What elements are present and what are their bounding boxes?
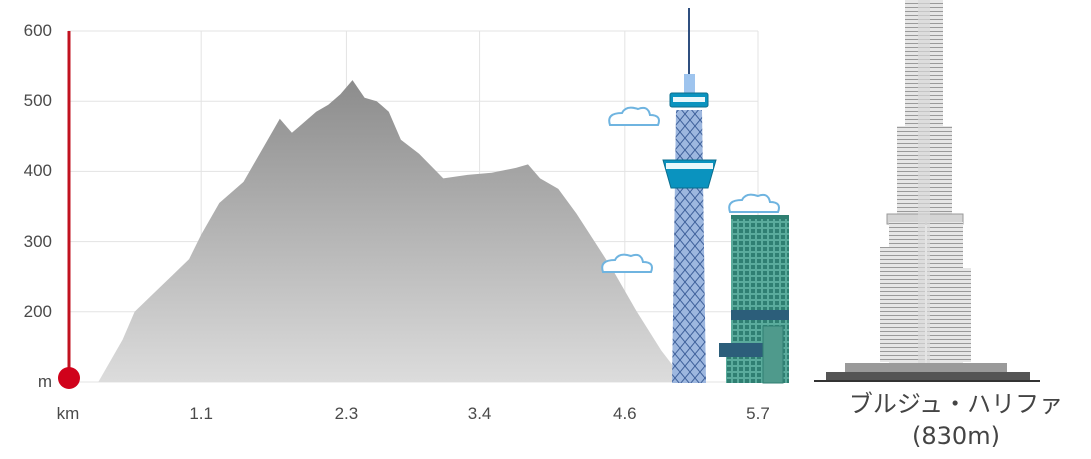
cloud-icon bbox=[601, 106, 780, 273]
y-tick-label: 600 bbox=[23, 21, 52, 40]
burj-khalifa-icon bbox=[814, 0, 1040, 382]
y-unit-label: m bbox=[37, 372, 52, 391]
start-marker-dot bbox=[58, 367, 80, 389]
y-tick-label: 400 bbox=[23, 161, 52, 181]
reference-caption: ブルジュ・ハリファ (830m) bbox=[822, 388, 1090, 452]
x-tick-label: 3.4 bbox=[467, 404, 492, 423]
x-unit-label: km bbox=[56, 404, 80, 423]
x-tick-label: 1.1 bbox=[189, 404, 213, 423]
elevation-area bbox=[68, 80, 758, 382]
sky-tower-icon bbox=[662, 8, 717, 383]
x-tick-label: 2.3 bbox=[334, 404, 359, 423]
y-tick-label: 300 bbox=[23, 231, 52, 251]
y-tick-label: 200 bbox=[23, 301, 52, 321]
office-building-icon bbox=[719, 215, 789, 384]
x-tick-label: 4.6 bbox=[613, 404, 637, 423]
reference-label: ブルジュ・ハリファ bbox=[848, 390, 1064, 418]
x-tick-label: 5.7 bbox=[746, 404, 770, 423]
y-tick-label: 500 bbox=[23, 91, 52, 111]
reference-height-label: (830m) bbox=[912, 422, 1000, 450]
